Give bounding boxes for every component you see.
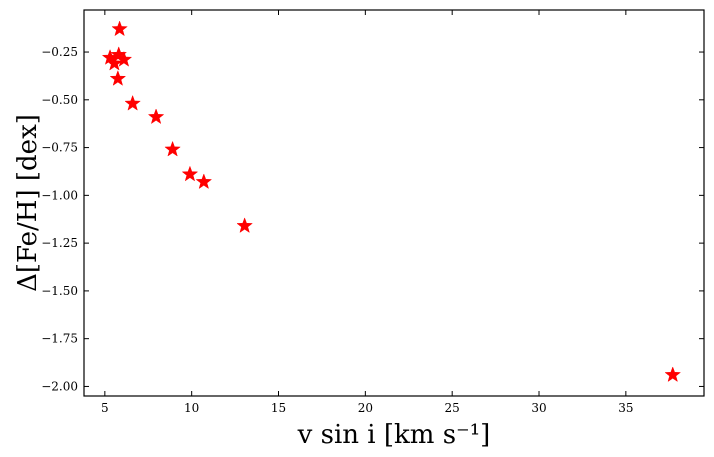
y-tick-label: −0.25 [41, 45, 78, 59]
x-tick-label: 35 [618, 401, 633, 415]
data-point-star [106, 54, 123, 71]
data-points [101, 20, 682, 383]
x-tick-label: 30 [531, 401, 546, 415]
y-tick-label: −1.50 [41, 284, 78, 298]
data-point-star [195, 173, 213, 190]
data-point-star [236, 217, 253, 233]
x-tick-label: 10 [184, 401, 199, 415]
data-point-star [164, 140, 181, 157]
y-tick-label: −0.50 [41, 93, 78, 107]
data-point-star [111, 20, 128, 37]
y-tick-label: −1.75 [41, 332, 78, 346]
y-tick-label: −0.75 [41, 141, 78, 155]
y-tick-label: −1.25 [41, 236, 78, 250]
data-point-star [115, 50, 133, 67]
x-axis-ticks: 5 10 15 20 25 30 35 [101, 10, 633, 415]
x-axis-label: v sin i [km s⁻¹] [297, 420, 491, 450]
data-point-star [664, 366, 682, 383]
y-axis-ticks: −0.25 −0.50 −0.75 −1.00 −1.25 −1.50 −1.75 −2.00 [41, 45, 704, 393]
data-point-star [109, 70, 127, 86]
x-tick-label: 25 [445, 401, 460, 415]
x-tick-label: 5 [101, 401, 109, 415]
plot-frame [83, 9, 705, 397]
data-point-star [124, 94, 141, 111]
y-tick-label: −1.00 [41, 188, 78, 202]
x-tick-label: 15 [271, 401, 286, 415]
data-point-star [181, 165, 199, 182]
x-tick-label: 20 [358, 401, 373, 415]
data-point-star [147, 108, 165, 125]
y-axis-label: Δ[Fe/H] [dex] [13, 114, 43, 292]
y-tick-label: −2.00 [41, 379, 78, 393]
